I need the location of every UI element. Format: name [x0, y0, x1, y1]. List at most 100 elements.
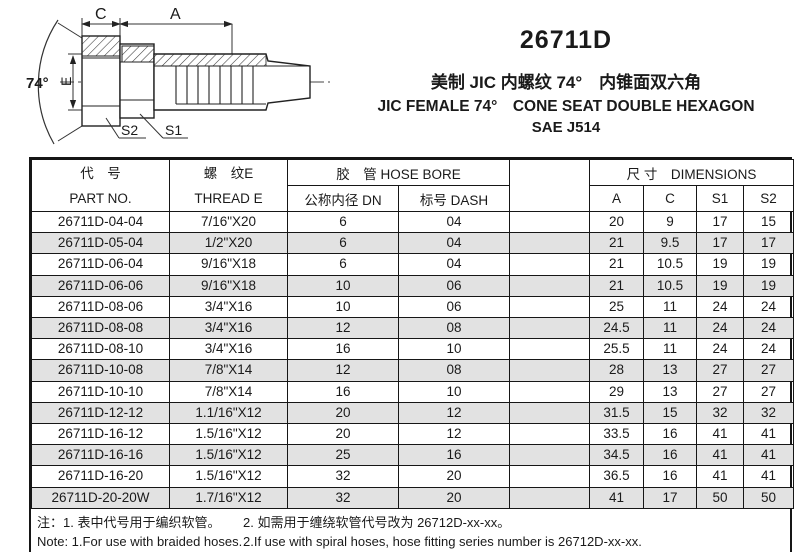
cell-dn: 12: [287, 359, 399, 382]
cell-c: 11: [643, 317, 697, 340]
cell-thread: 3/4"X16: [169, 317, 288, 340]
col-header-thread-zh: 螺 纹E: [203, 165, 254, 181]
cell-spacer: [509, 380, 590, 403]
col-header-thread-en: THREAD E: [194, 190, 263, 206]
cell-s2: 27: [742, 359, 795, 382]
col-header-part-no-zh: 代 号: [80, 165, 121, 181]
cell-s1: 24: [696, 317, 744, 340]
cell-spacer: [509, 486, 590, 509]
cone-angle-line-top: [57, 22, 83, 39]
cell-part-no: 26711D-12-12: [31, 401, 170, 425]
cell-s1: 41: [696, 465, 744, 488]
cell-s2: 32: [742, 401, 795, 425]
cell-spacer: [509, 232, 590, 255]
table-row: 26711D-10-10 7/8"X14 16 10 29 13 27 27: [31, 380, 795, 403]
s2-label: S2: [121, 122, 138, 138]
cell-part-no: 26711D-10-10: [31, 380, 170, 403]
cell-s2: 15: [742, 210, 795, 234]
cell-spacer: [509, 401, 590, 425]
cell-a: 21: [589, 232, 644, 255]
cell-dash: 10: [398, 338, 510, 361]
cell-dn: 32: [287, 465, 399, 488]
table-row: 26711D-10-08 7/8"X14 12 08 28 13 27 27: [31, 359, 795, 382]
cell-s1: 19: [696, 274, 744, 297]
cell-dash: 12: [398, 401, 510, 425]
cell-dn: 6: [287, 232, 399, 255]
table-body: 26711D-04-04 7/16"X20 6 04 20 9 17 15 26711D-05-…: [31, 210, 795, 509]
s1-label: S1: [165, 122, 182, 138]
col-header-thread: 螺 纹E THREAD E: [169, 159, 288, 212]
cell-dn: 12: [287, 317, 399, 340]
cell-s2: 24: [742, 317, 795, 340]
cell-s1: 24: [696, 295, 744, 319]
cell-spacer: [509, 274, 590, 297]
table-row: 26711D-06-06 9/16"X18 10 06 21 10.5 19 19: [31, 274, 795, 297]
cell-dash: 06: [398, 274, 510, 297]
cell-part-no: 26711D-16-12: [31, 423, 170, 446]
spec-table: 代 号 PART NO. 螺 纹E THREAD E 胶 管 HOSE BORE…: [31, 159, 795, 509]
cell-c: 16: [643, 423, 697, 446]
dim-c-label: C: [95, 6, 107, 23]
cell-c: 11: [643, 295, 697, 319]
cell-dn: 20: [287, 401, 399, 425]
fitting-drawing-svg: 74° E C A: [26, 6, 330, 145]
cell-thread: 7/8"X14: [169, 380, 288, 403]
table-row: 26711D-20-20W 1.7/16"X12 32 20 41 17 50 50: [31, 486, 795, 509]
cell-part-no: 26711D-16-16: [31, 444, 170, 467]
col-header-a: A: [589, 185, 644, 212]
table-row: 26711D-08-10 3/4"X16 16 10 25.5 11 24 24: [31, 338, 795, 361]
cell-spacer: [509, 317, 590, 340]
s1-leader-line: [139, 113, 164, 139]
cell-dn: 25: [287, 444, 399, 467]
col-header-s1: S1: [696, 185, 744, 212]
table-row: 26711D-16-12 1.5/16"X12 20 12 33.5 16 41 41: [31, 423, 795, 446]
cell-thread: 1.1/16"X12: [169, 401, 288, 425]
table-row: 26711D-08-06 3/4"X16 10 06 25 11 24 24: [31, 295, 795, 319]
cell-a: 20: [589, 210, 644, 234]
cell-thread: 1.5/16"X12: [169, 465, 288, 488]
cell-s1: 24: [696, 338, 744, 361]
col-header-dn: 公称内径 DN: [287, 185, 399, 212]
cell-a: 21: [589, 253, 644, 276]
table-row: 26711D-05-04 1/2"X20 6 04 21 9.5 17 17: [31, 232, 795, 255]
col-header-part-no-en: PART NO.: [69, 190, 132, 206]
cell-a: 41: [589, 486, 644, 509]
cell-spacer: [509, 338, 590, 361]
stem-serrations: [175, 66, 266, 105]
cell-thread: 7/8"X14: [169, 359, 288, 382]
cell-part-no: 26711D-05-04: [31, 232, 170, 255]
dim-a-label: A: [170, 6, 181, 23]
cell-c: 10.5: [643, 253, 697, 276]
cell-spacer: [509, 423, 590, 446]
col-header-s2: S2: [742, 185, 795, 212]
cell-s2: 41: [742, 444, 795, 467]
note-zh-1: 注：1. 表中代号用于编织软管。: [37, 514, 221, 530]
cell-s2: 41: [742, 465, 795, 488]
cell-part-no: 26711D-04-04: [31, 210, 170, 234]
cell-dn: 16: [287, 338, 399, 361]
cell-s1: 27: [696, 380, 744, 403]
cell-s2: 41: [742, 423, 795, 446]
cell-spacer: [509, 359, 590, 382]
page-title: 26711D: [519, 26, 613, 54]
subtitle-english: JIC FEMALE 74° CONE SEAT DOUBLE HEXAGON: [377, 98, 755, 115]
table-row: 26711D-04-04 7/16"X20 6 04 20 9 17 15: [31, 210, 795, 234]
cell-a: 36.5: [589, 465, 644, 488]
hose-stem-outline: [153, 53, 311, 111]
cell-part-no: 26711D-16-20: [31, 465, 170, 488]
cell-a: 25: [589, 295, 644, 319]
cell-s1: 41: [696, 444, 744, 467]
note-zh-2: 2. 如需用于缠绕软管代号改为 26712D-xx-xx。: [243, 514, 511, 530]
cell-a: 24.5: [589, 317, 644, 340]
standard-label: SAE J514: [531, 119, 601, 136]
sleeve-section-hatch: [121, 45, 155, 63]
cell-a: 33.5: [589, 423, 644, 446]
cell-c: 16: [643, 444, 697, 467]
cell-c: 13: [643, 380, 697, 403]
cell-dash: 20: [398, 486, 510, 509]
stem-wall-hatch: [153, 53, 267, 67]
col-header-dimensions: 尺 寸 DIMENSIONS: [588, 159, 795, 186]
cell-s2: 19: [742, 253, 795, 276]
cell-thread: 1.5/16"X12: [169, 423, 288, 446]
